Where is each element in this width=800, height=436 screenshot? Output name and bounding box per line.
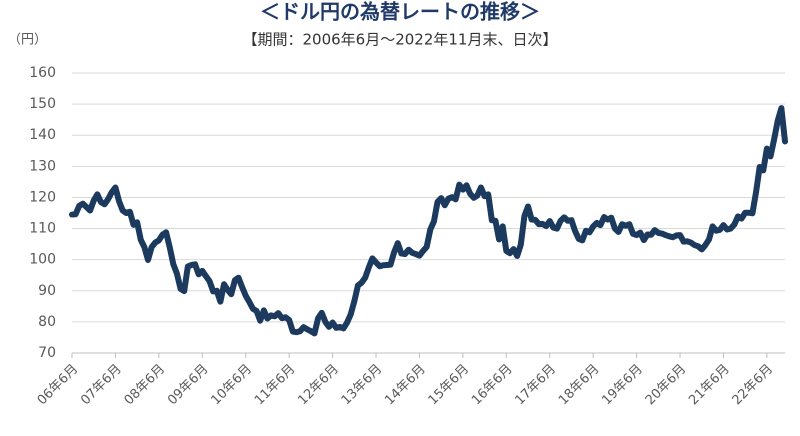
y-tick-label: 150 (29, 96, 56, 112)
chart-subtitle: 【期間：2006年6月～2022年11月末、日次】 (243, 31, 558, 49)
x-tick-label: 18年6月 (556, 362, 603, 409)
x-tick-label: 17年6月 (513, 362, 560, 409)
x-tick-label: 16年6月 (469, 362, 516, 409)
x-tick-label: 13年6月 (339, 362, 386, 409)
y-axis-label: （円） (8, 33, 47, 48)
x-tick-label: 19年6月 (599, 362, 646, 409)
y-tick-label: 130 (29, 158, 56, 174)
x-tick-label: 12年6月 (295, 362, 342, 409)
y-tick-label: 90 (38, 283, 56, 299)
x-tick-label: 08年6月 (122, 362, 169, 409)
chart-title: ＜ドル円の為替レートの推移＞ (260, 0, 540, 24)
y-tick-label: 160 (29, 65, 56, 81)
y-tick-label: 70 (38, 345, 56, 361)
x-tick-label: 22年6月 (730, 362, 777, 409)
y-tick-label: 140 (29, 127, 56, 143)
x-tick-label: 21年6月 (686, 362, 733, 409)
x-tick-label: 15年6月 (426, 362, 473, 409)
x-tick-label: 09年6月 (165, 362, 212, 409)
x-tick-label: 14年6月 (382, 362, 429, 409)
data-line (69, 105, 788, 337)
x-tick-label: 11年6月 (252, 362, 299, 409)
x-tick-label: 20年6月 (643, 362, 690, 409)
y-tick-label: 100 (29, 252, 56, 268)
y-tick-label: 120 (29, 189, 56, 205)
x-tick-label: 10年6月 (208, 362, 255, 409)
x-tick-label: 06年6月 (35, 362, 82, 409)
y-tick-label: 80 (38, 314, 56, 330)
x-tick-label: 07年6月 (78, 362, 125, 409)
y-tick-label: 110 (29, 221, 56, 237)
